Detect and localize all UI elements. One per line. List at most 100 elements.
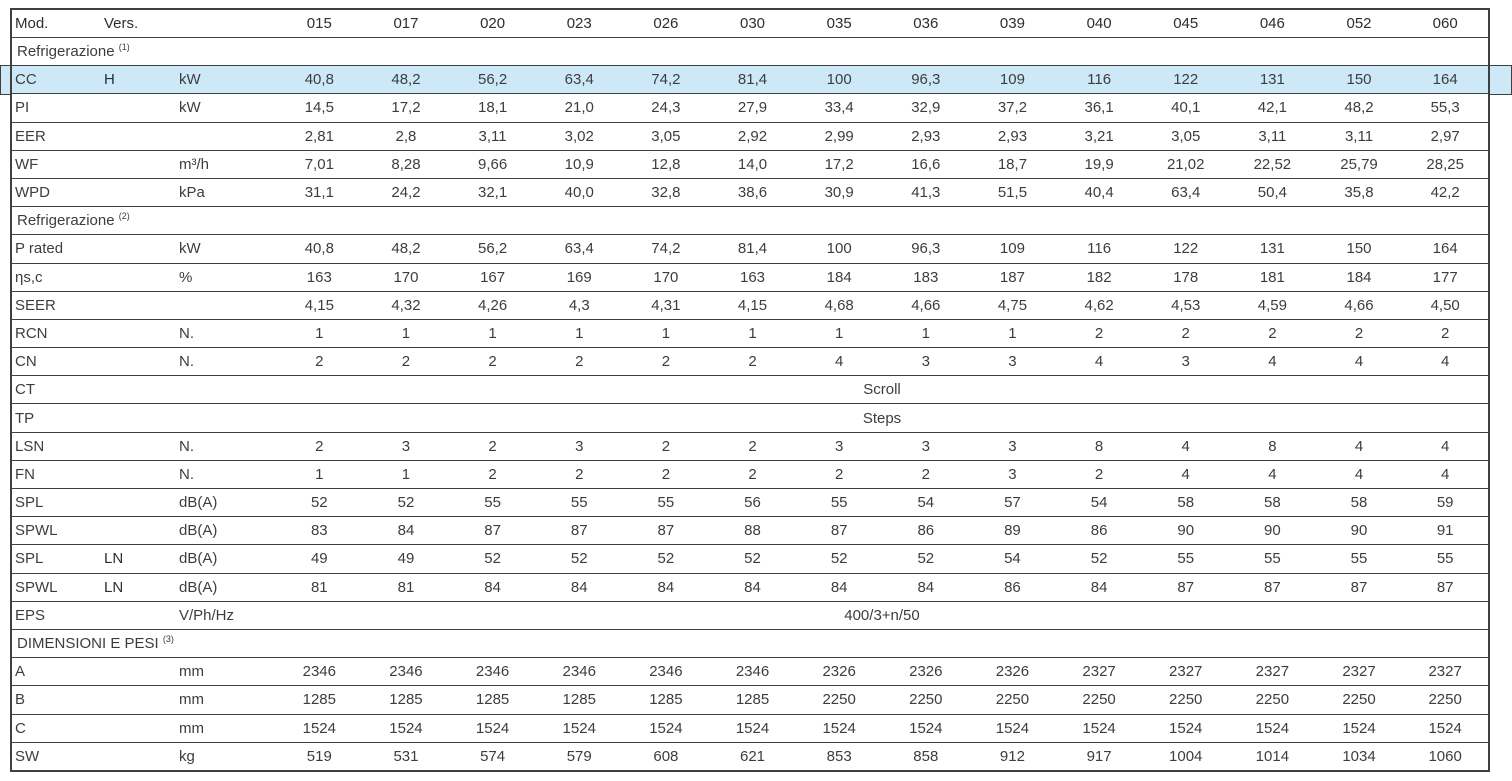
section-title-text: DIMENSIONI E PESI <box>17 635 159 653</box>
row-version <box>101 516 176 546</box>
cell-cn-036: 3 <box>882 347 970 377</box>
row-spwl-ln: SPWL LN dB(A) 81 81 84 84 84 84 84 84 86 84 87 87 87 87 <box>10 572 1490 602</box>
cell-fn-026: 2 <box>622 459 710 490</box>
cell-s-c-030: 163 <box>709 262 796 292</box>
cell-a-020: 2346 <box>449 657 536 687</box>
cell-cc-017: 48,2 <box>362 65 450 95</box>
cell-wpd-052: 35,8 <box>1315 177 1403 208</box>
row-wf: WF m³/h 7,01 8,28 9,66 10,9 12,8 14,0 17,2 16,6 18… <box>10 149 1490 179</box>
cell-c-035: 1524 <box>795 713 883 743</box>
cell-b-060: 2250 <box>1402 685 1490 715</box>
cell-pi-046: 42,1 <box>1229 93 1316 123</box>
row-label: P rated <box>10 234 101 264</box>
cell-p-rated-045: 122 <box>1142 234 1230 264</box>
cell-s-c-026: 170 <box>622 262 710 292</box>
cell-spwl-039: 89 <box>969 516 1056 546</box>
cell-spl-035: 55 <box>795 487 883 518</box>
cell-seer-060: 4,50 <box>1402 290 1490 320</box>
cell-spwl-026: 87 <box>622 516 710 546</box>
cell-spl-023: 55 <box>535 487 623 518</box>
cell-spwl-045: 87 <box>1142 572 1230 602</box>
cell-s-c-017: 170 <box>362 262 450 292</box>
cell-pi-052: 48,2 <box>1315 93 1403 123</box>
cell-pi-045: 40,1 <box>1142 93 1230 123</box>
column-header-040: 040 <box>1055 8 1143 38</box>
row-version <box>101 177 176 208</box>
row-eer: EER 2,81 2,8 3,11 3,02 3,05 2,92 2,99 2,93 2,93 3,… <box>10 121 1490 151</box>
row-unit <box>176 290 276 320</box>
cell-spwl-035: 87 <box>795 516 883 546</box>
cell-wpd-039: 51,5 <box>969 177 1056 208</box>
row-rcn: RCN N. 1 1 1 1 1 1 1 1 1 2 2 2 2 2 <box>10 318 1490 349</box>
cell-c-023: 1524 <box>535 713 623 743</box>
row-unit: kW <box>176 65 276 95</box>
cell-sw-045: 1004 <box>1142 741 1230 772</box>
cell-spl-026: 52 <box>622 544 710 574</box>
cell-wf-060: 28,25 <box>1402 149 1490 179</box>
cell-p-rated-040: 116 <box>1055 234 1143 264</box>
cell-p-rated-026: 74,2 <box>622 234 710 264</box>
cell-seer-040: 4,62 <box>1055 290 1143 320</box>
cell-rcn-040: 2 <box>1055 318 1143 349</box>
column-header-045: 045 <box>1142 8 1230 38</box>
row-unit: N. <box>176 431 276 461</box>
cell-lsn-045: 4 <box>1142 431 1230 461</box>
cell-pi-015: 14,5 <box>276 93 363 123</box>
cell-c-040: 1524 <box>1055 713 1143 743</box>
row-unit: kW <box>176 234 276 264</box>
row-version <box>101 234 176 264</box>
row-span-value: 400/3+n/50 <box>276 600 1490 630</box>
cell-b-035: 2250 <box>795 685 883 715</box>
cell-spwl-060: 87 <box>1402 572 1490 602</box>
cell-seer-046: 4,59 <box>1229 290 1316 320</box>
row-label: SW <box>10 741 101 772</box>
column-header-039: 039 <box>969 8 1056 38</box>
cell-s-c-015: 163 <box>276 262 363 292</box>
cell-spl-026: 55 <box>622 487 710 518</box>
column-header-017: 017 <box>362 8 450 38</box>
cell-a-036: 2326 <box>882 657 970 687</box>
row-version <box>101 149 176 179</box>
cell-s-c-039: 187 <box>969 262 1056 292</box>
cell-cn-026: 2 <box>622 347 710 377</box>
highlight-band-left <box>0 64 10 95</box>
cell-c-046: 1524 <box>1229 713 1316 743</box>
row-unit <box>176 121 276 151</box>
cell-spwl-045: 90 <box>1142 516 1230 546</box>
cell-rcn-030: 1 <box>709 318 796 349</box>
cell-spwl-035: 84 <box>795 572 883 602</box>
cell-spwl-036: 84 <box>882 572 970 602</box>
cell-cc-052: 150 <box>1315 65 1403 95</box>
row-unit: N. <box>176 459 276 490</box>
column-header-unit <box>176 8 276 38</box>
cell-spwl-040: 84 <box>1055 572 1143 602</box>
row-unit: dB(A) <box>176 516 276 546</box>
cell-eer-036: 2,93 <box>882 121 970 151</box>
section-footnote-ref: (3) <box>162 634 174 645</box>
cell-wpd-017: 24,2 <box>362 177 450 208</box>
row-label: B <box>10 685 101 715</box>
cell-fn-052: 4 <box>1315 459 1403 490</box>
cell-pi-039: 37,2 <box>969 93 1056 123</box>
cell-cc-015: 40,8 <box>276 65 363 95</box>
row-label: CN <box>10 347 101 377</box>
row-unit: kPa <box>176 177 276 208</box>
cell-b-020: 1285 <box>449 685 536 715</box>
cell-rcn-023: 1 <box>535 318 623 349</box>
row-unit: kW <box>176 93 276 123</box>
cell-a-060: 2327 <box>1402 657 1490 687</box>
cell-wpd-060: 42,2 <box>1402 177 1490 208</box>
cell-wf-015: 7,01 <box>276 149 363 179</box>
cell-p-rated-046: 131 <box>1229 234 1316 264</box>
cell-seer-026: 4,31 <box>622 290 710 320</box>
section-title-text: Refrigerazione <box>17 212 115 230</box>
section-row-refrigerazione: Refrigerazione (2) <box>10 206 1490 236</box>
row-s-c: ηs,c% 163 170 167 169 170 163 184 183 187 182 178 18… <box>10 262 1490 292</box>
cell-spwl-015: 81 <box>276 572 363 602</box>
row-version: LN <box>101 544 176 574</box>
row-unit <box>176 403 276 433</box>
row-label: SEER <box>10 290 101 320</box>
cell-spl-020: 55 <box>449 487 536 518</box>
